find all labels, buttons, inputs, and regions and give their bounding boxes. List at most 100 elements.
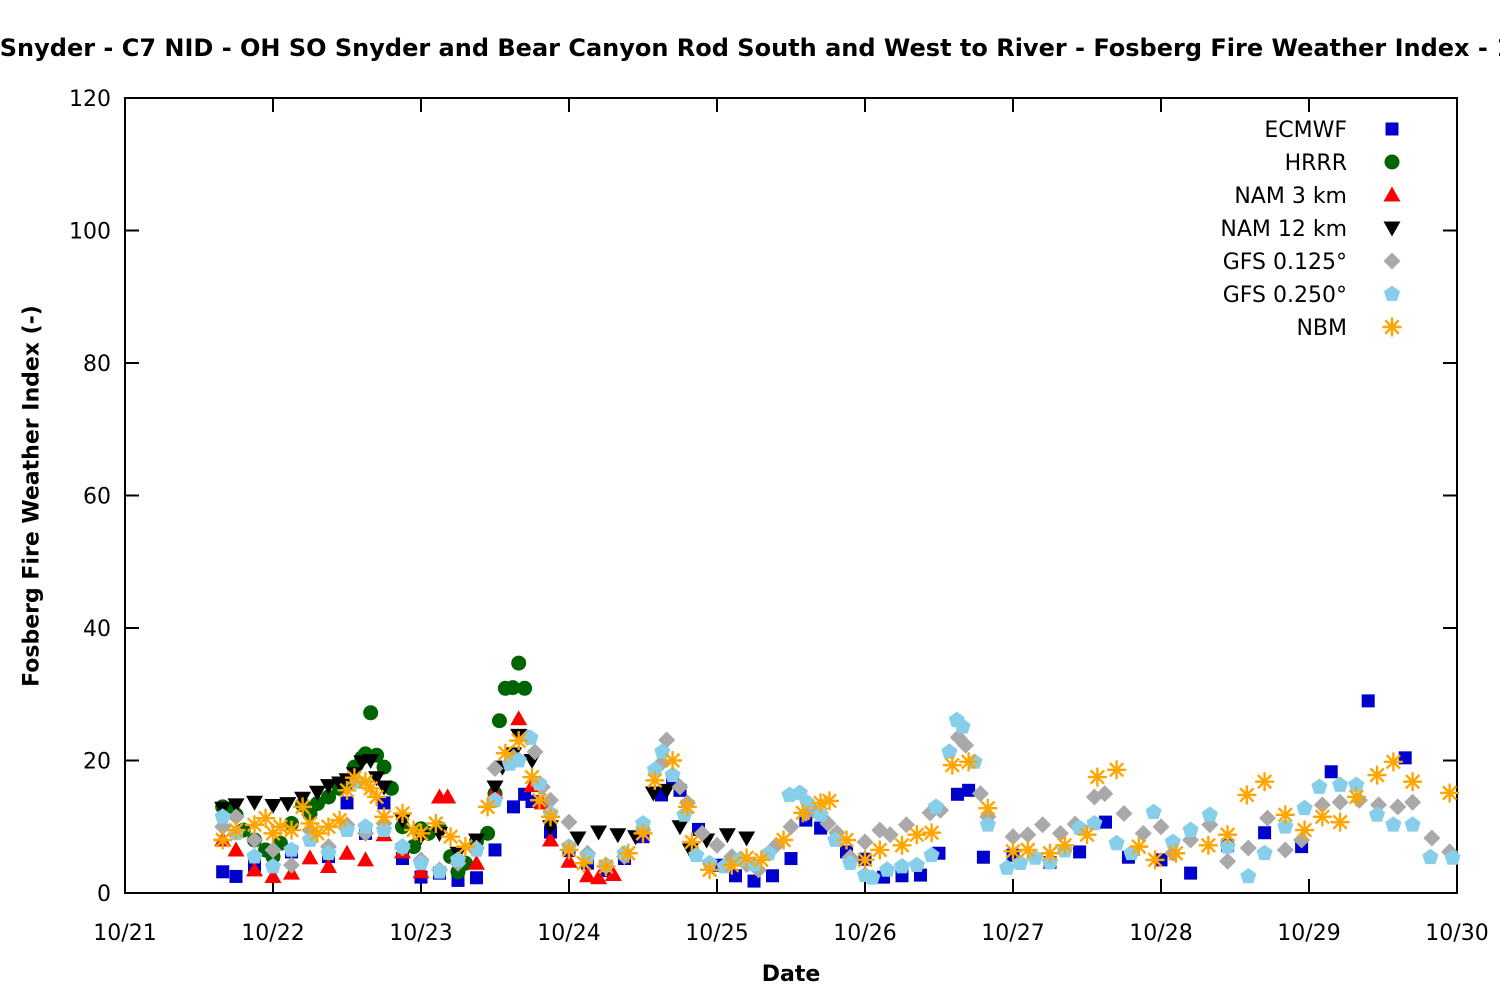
data-point-marker xyxy=(470,871,483,885)
data-point-marker xyxy=(923,846,940,863)
data-point-marker xyxy=(1108,834,1125,851)
data-point-marker xyxy=(1145,803,1162,820)
legend-item-nam-12-km: NAM 12 km xyxy=(1220,217,1401,242)
data-point-marker xyxy=(1219,838,1236,854)
data-point-marker xyxy=(782,818,800,836)
x-tick-label: 10/21 xyxy=(93,921,156,946)
data-point-marker xyxy=(227,841,245,857)
data-point-marker xyxy=(1240,867,1257,884)
data-point-marker xyxy=(264,841,282,859)
data-point-marker xyxy=(264,867,282,883)
data-point-marker xyxy=(1115,805,1133,822)
data-point-marker xyxy=(1332,776,1349,792)
data-point-marker xyxy=(1096,785,1114,803)
data-point-marker xyxy=(766,869,779,883)
data-point-marker xyxy=(1004,828,1022,846)
data-point-marker xyxy=(1034,816,1052,834)
data-point-marker xyxy=(246,861,263,877)
data-point-marker xyxy=(579,867,596,883)
data-point-marker xyxy=(1277,818,1294,834)
x-axis-label: Date xyxy=(761,962,821,987)
data-point-marker xyxy=(1152,818,1170,836)
data-point-marker xyxy=(872,842,888,858)
chart-title: FID 292 - Snyder - C7 NID - OH SO Snyder… xyxy=(0,34,1500,62)
data-point-marker xyxy=(511,733,527,749)
legend-item-nam-3-km: NAM 3 km xyxy=(1234,184,1401,209)
data-point-marker xyxy=(1182,821,1199,837)
data-point-marker xyxy=(309,796,325,812)
data-point-marker xyxy=(753,852,769,868)
data-point-marker xyxy=(376,759,392,775)
legend-item-ecmwf: ECMWF xyxy=(1264,118,1399,143)
y-tick-label: 40 xyxy=(83,617,111,642)
data-point-marker xyxy=(1019,826,1037,844)
data-point-marker xyxy=(1131,839,1147,855)
data-point-marker xyxy=(510,752,527,768)
data-point-marker xyxy=(924,825,940,841)
data-point-marker xyxy=(908,856,925,873)
data-point-marker xyxy=(561,842,577,858)
data-point-marker xyxy=(486,759,504,777)
data-point-marker xyxy=(308,785,326,801)
data-point-marker xyxy=(406,839,422,855)
legend-label: NAM 3 km xyxy=(1234,184,1347,209)
data-point-marker xyxy=(1099,815,1112,829)
data-point-marker xyxy=(283,856,300,874)
data-point-marker xyxy=(264,858,282,874)
data-point-marker xyxy=(1257,774,1273,790)
data-point-marker xyxy=(264,799,282,815)
data-point-marker xyxy=(724,857,740,873)
data-point-marker xyxy=(1219,852,1237,870)
data-point-marker xyxy=(1239,839,1257,857)
data-point-marker xyxy=(531,792,547,808)
data-point-marker xyxy=(635,825,651,841)
data-point-marker xyxy=(216,865,230,879)
data-point-marker xyxy=(320,819,337,835)
data-point-marker xyxy=(609,828,627,844)
data-point-marker xyxy=(679,799,695,815)
data-point-marker xyxy=(369,789,385,805)
y-tick-label: 100 xyxy=(69,220,111,245)
data-point-marker xyxy=(246,795,263,811)
data-point-marker xyxy=(295,799,311,815)
data-point-marker xyxy=(227,798,245,814)
legend-item-nbm: NBM xyxy=(1296,316,1402,341)
data-point-marker xyxy=(368,771,386,787)
data-point-marker xyxy=(961,754,977,770)
data-point-marker xyxy=(524,769,540,785)
data-point-marker xyxy=(1079,827,1095,843)
data-point-marker xyxy=(542,831,559,847)
x-tick-label: 10/27 xyxy=(981,921,1044,946)
data-point-marker xyxy=(576,855,592,871)
x-tick-label: 10/29 xyxy=(1277,921,1340,946)
data-point-marker xyxy=(569,831,587,847)
data-point-marker xyxy=(879,861,896,877)
data-point-marker xyxy=(332,812,348,828)
data-point-marker xyxy=(542,820,559,836)
data-point-marker xyxy=(1089,769,1105,785)
data-point-marker xyxy=(346,770,362,786)
data-point-marker xyxy=(1389,798,1407,816)
data-point-marker xyxy=(1384,154,1400,170)
data-point-marker xyxy=(590,869,608,885)
data-point-marker xyxy=(480,825,496,841)
data-point-marker xyxy=(827,831,844,847)
data-point-marker xyxy=(647,772,663,788)
data-point-marker xyxy=(439,788,457,804)
y-tick-label: 120 xyxy=(69,87,111,112)
data-point-marker xyxy=(894,837,910,853)
series-nbm xyxy=(213,731,1460,880)
data-point-marker xyxy=(893,858,911,874)
data-point-marker xyxy=(302,815,318,832)
data-point-marker xyxy=(1020,842,1036,858)
data-point-marker xyxy=(338,821,356,837)
data-point-marker xyxy=(542,791,559,809)
data-point-marker xyxy=(362,754,380,769)
data-point-marker xyxy=(671,820,689,836)
data-point-marker xyxy=(363,705,379,721)
data-point-marker xyxy=(1324,765,1338,779)
data-point-marker xyxy=(1168,845,1184,861)
data-point-marker xyxy=(838,832,855,848)
data-point-marker xyxy=(665,752,681,769)
legend-item-hrrr: HRRR xyxy=(1285,151,1400,176)
